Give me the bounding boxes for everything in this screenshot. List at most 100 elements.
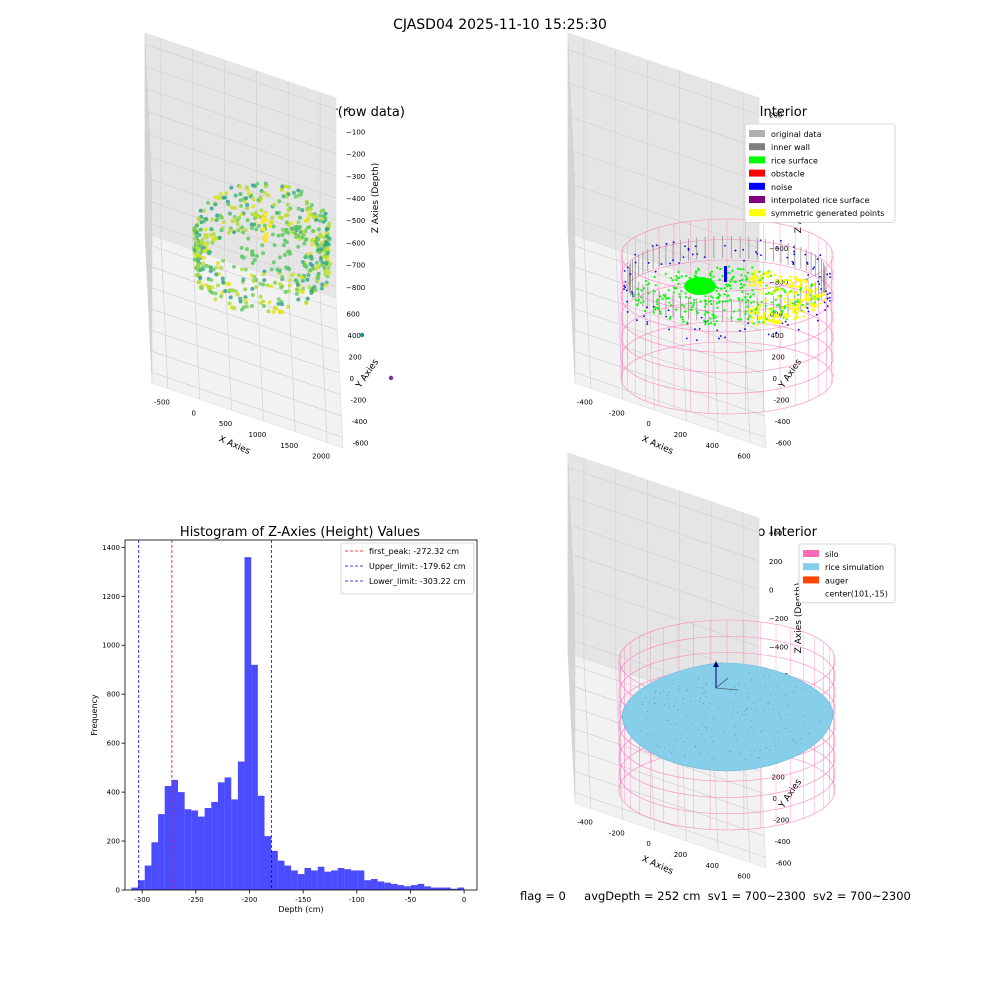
hist-bar bbox=[251, 664, 258, 890]
sim-surface-texture bbox=[792, 690, 794, 693]
sim-surface-texture bbox=[687, 737, 689, 740]
sim-surface-texture bbox=[767, 703, 769, 705]
sim-grid-y bbox=[573, 770, 765, 837]
raw-point bbox=[288, 278, 293, 283]
hist-bar bbox=[404, 886, 411, 890]
sim-surface-texture bbox=[737, 683, 740, 685]
raw-point bbox=[258, 281, 263, 286]
sim-surface-texture bbox=[786, 704, 789, 706]
cls-noise-point bbox=[807, 310, 810, 313]
hist-bar bbox=[384, 882, 391, 890]
hist-x-tick-label: -200 bbox=[242, 896, 258, 904]
sim-y-tick-label: -400 bbox=[775, 838, 791, 846]
raw-z-axis-label: Z Axies (Depth) bbox=[371, 163, 381, 234]
cls-symmetric-point bbox=[801, 310, 805, 314]
hist-bar bbox=[197, 816, 205, 890]
cls-symmetric-point bbox=[793, 317, 796, 321]
cls-x-tick-label: 200 bbox=[674, 431, 687, 439]
cls-noise-point bbox=[817, 280, 819, 283]
cls-noise-point bbox=[623, 270, 626, 272]
sim-surface-texture bbox=[778, 713, 781, 715]
raw-point bbox=[227, 301, 232, 306]
hist-bar bbox=[204, 808, 212, 890]
raw-grid-y bbox=[145, 243, 337, 310]
cls-rice-surface-point bbox=[683, 305, 686, 308]
raw-point bbox=[204, 235, 209, 240]
raw-point bbox=[220, 291, 225, 296]
sim-surface-texture bbox=[706, 707, 708, 709]
cls-symmetric-point bbox=[766, 315, 770, 318]
sim-x-tick-label: -200 bbox=[609, 829, 625, 837]
cls-rice-surface-point bbox=[780, 294, 783, 298]
cls-noise-point bbox=[704, 321, 707, 323]
cls-rice-surface-point bbox=[632, 294, 635, 297]
cls-symmetric-point bbox=[758, 281, 762, 285]
cls-symmetric-point bbox=[789, 279, 793, 282]
raw-point bbox=[287, 283, 292, 288]
hist-bar bbox=[138, 880, 145, 890]
sim-surface-texture bbox=[769, 749, 771, 752]
raw-point bbox=[306, 273, 311, 278]
cls-symmetric-point bbox=[787, 314, 791, 318]
raw-point bbox=[308, 206, 313, 211]
cls-symmetric-point bbox=[770, 306, 774, 310]
cls-symmetric-point bbox=[785, 293, 789, 297]
cls-rice-surface-point bbox=[672, 291, 675, 294]
sim-surface-texture bbox=[795, 686, 797, 689]
simulation-3d-plot: -400 -200 0 200 400 600 -600 -400 -200 0 200 400 600… bbox=[567, 452, 896, 881]
raw-point bbox=[208, 232, 213, 237]
sim-legend-swatch bbox=[803, 576, 819, 584]
sim-surface-texture bbox=[760, 731, 762, 733]
cls-rice-surface-point bbox=[817, 297, 820, 301]
sim-surface-texture bbox=[734, 686, 736, 688]
cls-symmetric-point bbox=[812, 308, 815, 311]
cls-rice-surface-point bbox=[800, 286, 803, 290]
cls-noise-point bbox=[806, 307, 809, 309]
cls-rice-surface-point bbox=[716, 266, 719, 269]
cls-rice-surface-point bbox=[712, 314, 715, 317]
sim-y-tick-label: -200 bbox=[774, 816, 790, 824]
cls-noise-cluster bbox=[724, 266, 727, 282]
sim-surface-texture bbox=[732, 703, 734, 705]
raw-outlier-point bbox=[359, 332, 365, 338]
sim-surface-texture bbox=[700, 733, 702, 735]
cls-rice-surface-point bbox=[670, 304, 673, 307]
hist-bar bbox=[158, 814, 165, 890]
raw-point bbox=[318, 233, 323, 238]
raw-point bbox=[271, 224, 276, 229]
cls-noise-point bbox=[792, 263, 795, 265]
cls-y-axis-label: Y Axies bbox=[777, 357, 804, 391]
cls-rice-surface-point bbox=[716, 297, 720, 300]
cls-noise-point bbox=[718, 337, 720, 340]
cls-symmetric-point bbox=[811, 304, 814, 308]
cls-noise-point bbox=[687, 247, 690, 250]
sim-surface-texture bbox=[697, 678, 700, 680]
cls-rice-surface-point bbox=[716, 286, 720, 290]
raw-point bbox=[309, 289, 314, 294]
raw-y-tick-label: -400 bbox=[352, 418, 368, 426]
cls-symmetric-point bbox=[800, 278, 803, 281]
cls-y-tick-label: 0 bbox=[773, 375, 777, 383]
raw-point bbox=[259, 208, 264, 213]
cls-noise-point bbox=[793, 253, 796, 256]
cls-noise-point bbox=[678, 262, 681, 264]
raw-point bbox=[195, 262, 200, 267]
cls-noise-point bbox=[744, 328, 746, 330]
raw-point bbox=[235, 292, 240, 297]
hist-bar bbox=[397, 885, 405, 890]
raw-point bbox=[228, 288, 233, 293]
sim-surface-texture bbox=[654, 702, 656, 704]
cls-symmetric-point bbox=[776, 295, 780, 299]
sim-surface-texture bbox=[732, 709, 735, 711]
raw-point bbox=[299, 275, 304, 280]
raw-y-tick-label: 400 bbox=[348, 332, 361, 340]
hist-bar bbox=[271, 850, 278, 890]
cls-rice-surface-point bbox=[704, 305, 707, 308]
cls-rice-surface-point bbox=[732, 275, 735, 278]
cls-rice-surface-point bbox=[681, 315, 684, 319]
hist-bar bbox=[164, 785, 172, 890]
cls-rice-surface-point bbox=[810, 284, 813, 288]
hist-bar bbox=[450, 888, 458, 890]
cls-symmetric-point bbox=[774, 287, 777, 290]
sim-surface-texture bbox=[677, 709, 679, 711]
